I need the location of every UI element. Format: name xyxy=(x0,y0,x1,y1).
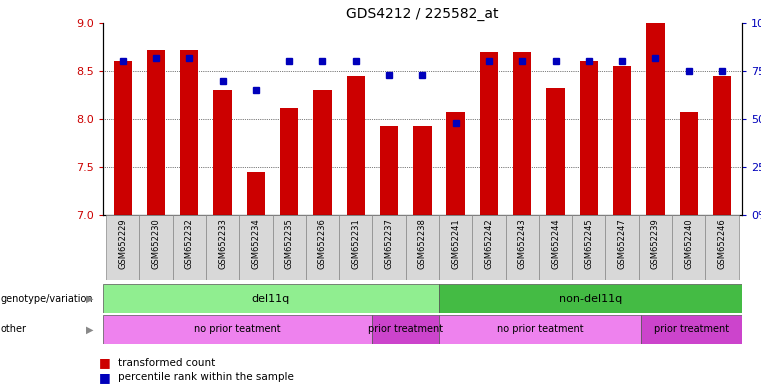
Text: no prior teatment: no prior teatment xyxy=(194,324,281,334)
Text: GSM652237: GSM652237 xyxy=(384,218,393,269)
Text: GSM652236: GSM652236 xyxy=(318,218,327,269)
Text: ▶: ▶ xyxy=(86,324,94,334)
Bar xyxy=(613,66,632,215)
Bar xyxy=(505,215,539,280)
Text: ■: ■ xyxy=(99,371,110,384)
Text: GSM652235: GSM652235 xyxy=(285,218,294,269)
Bar xyxy=(713,76,731,215)
Text: GSM652240: GSM652240 xyxy=(684,218,693,269)
Text: no prior teatment: no prior teatment xyxy=(497,324,584,334)
Bar xyxy=(439,284,742,313)
Text: GSM652230: GSM652230 xyxy=(151,218,161,269)
Bar xyxy=(372,215,406,280)
Bar xyxy=(306,215,339,280)
Bar xyxy=(473,215,505,280)
Bar xyxy=(539,215,572,280)
Text: ■: ■ xyxy=(99,356,110,369)
Bar xyxy=(546,88,565,215)
Text: GSM652233: GSM652233 xyxy=(218,218,227,269)
Bar xyxy=(239,215,272,280)
Bar xyxy=(641,315,742,344)
Bar xyxy=(372,315,439,344)
Bar xyxy=(580,61,598,215)
Bar xyxy=(173,215,206,280)
Bar xyxy=(479,52,498,215)
Text: GSM652243: GSM652243 xyxy=(517,218,527,269)
Text: GSM652247: GSM652247 xyxy=(618,218,626,269)
Bar xyxy=(139,215,173,280)
Bar xyxy=(180,50,199,215)
Bar xyxy=(339,215,372,280)
Text: other: other xyxy=(1,324,27,334)
Bar xyxy=(406,215,439,280)
Text: GSM652238: GSM652238 xyxy=(418,218,427,269)
Text: GSM652242: GSM652242 xyxy=(485,218,493,269)
Text: percentile rank within the sample: percentile rank within the sample xyxy=(118,372,294,382)
Bar xyxy=(103,315,372,344)
Bar xyxy=(447,112,465,215)
Title: GDS4212 / 225582_at: GDS4212 / 225582_at xyxy=(346,7,498,21)
Text: GSM652229: GSM652229 xyxy=(118,218,127,269)
Text: GSM652239: GSM652239 xyxy=(651,218,660,269)
Bar xyxy=(103,284,439,313)
Bar xyxy=(113,61,132,215)
Text: GSM652244: GSM652244 xyxy=(551,218,560,269)
Bar xyxy=(206,215,239,280)
Text: GSM652245: GSM652245 xyxy=(584,218,594,269)
Text: GSM652246: GSM652246 xyxy=(718,218,727,269)
Bar xyxy=(413,126,431,215)
Bar xyxy=(280,108,298,215)
Bar xyxy=(680,112,698,215)
Bar xyxy=(672,215,705,280)
Bar xyxy=(147,50,165,215)
Bar xyxy=(247,172,265,215)
Text: ▶: ▶ xyxy=(86,293,94,304)
Bar xyxy=(346,76,365,215)
Text: transformed count: transformed count xyxy=(118,358,215,368)
Text: non-del11q: non-del11q xyxy=(559,293,622,304)
Bar xyxy=(314,90,332,215)
Text: prior treatment: prior treatment xyxy=(368,324,443,334)
Bar xyxy=(705,215,739,280)
Text: genotype/variation: genotype/variation xyxy=(1,293,94,304)
Bar xyxy=(380,126,398,215)
Bar xyxy=(106,215,139,280)
Bar xyxy=(272,215,306,280)
Bar xyxy=(439,215,473,280)
Text: GSM652241: GSM652241 xyxy=(451,218,460,269)
Bar xyxy=(513,52,531,215)
Bar xyxy=(439,315,641,344)
Text: prior treatment: prior treatment xyxy=(654,324,729,334)
Bar xyxy=(646,23,664,215)
Text: GSM652232: GSM652232 xyxy=(185,218,194,269)
Text: GSM652234: GSM652234 xyxy=(251,218,260,269)
Bar xyxy=(606,215,638,280)
Bar xyxy=(638,215,672,280)
Bar xyxy=(572,215,606,280)
Bar xyxy=(213,90,232,215)
Text: GSM652231: GSM652231 xyxy=(352,218,360,269)
Text: del11q: del11q xyxy=(252,293,290,304)
